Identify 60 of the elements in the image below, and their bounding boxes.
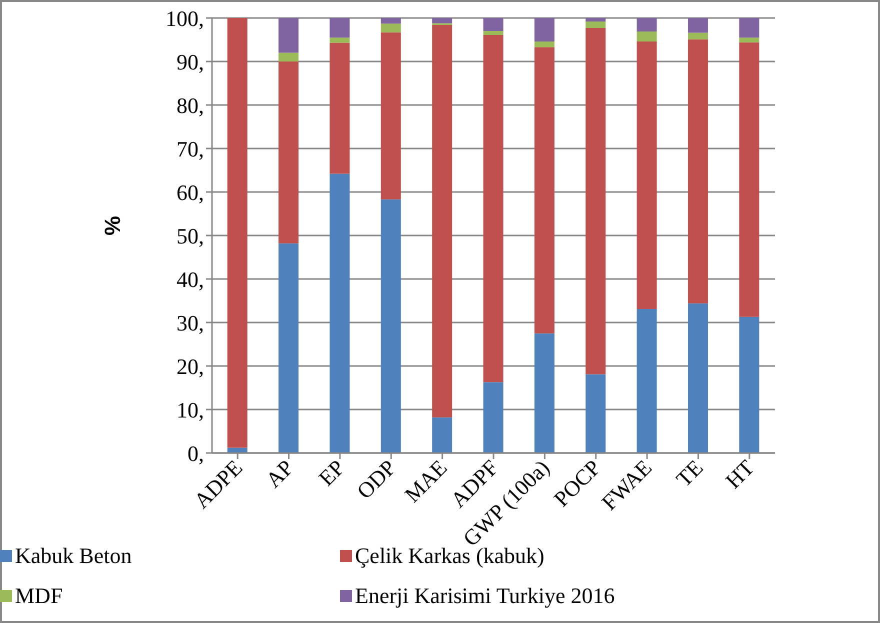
- y-tick-label: 40,: [176, 266, 204, 292]
- bar: [278, 62, 299, 244]
- bar: [380, 32, 401, 200]
- bar: [636, 18, 657, 32]
- bar: [483, 34, 504, 382]
- y-tick-label: 100,: [166, 6, 204, 31]
- y-tick-label: 70,: [176, 136, 204, 162]
- legend-label: MDF: [15, 583, 63, 609]
- bar: [688, 18, 708, 33]
- x-tick-label: EP: [314, 454, 350, 491]
- y-tick-label: 30,: [176, 310, 204, 336]
- bar: [636, 31, 657, 42]
- bar: [432, 24, 452, 418]
- bar: [278, 243, 299, 453]
- y-tick-label: 90,: [176, 49, 204, 74]
- bar: [636, 309, 657, 453]
- y-tick-label: 80,: [176, 92, 204, 118]
- bar: [432, 417, 452, 453]
- bar: [534, 18, 554, 42]
- bar: [330, 174, 350, 453]
- bar: [380, 24, 401, 32]
- bar: [330, 38, 350, 43]
- bar: [330, 42, 350, 174]
- bar: [688, 303, 708, 453]
- bar: [739, 18, 760, 38]
- bar: [586, 374, 606, 453]
- bar: [278, 18, 299, 53]
- bar: [739, 42, 760, 317]
- bar: [380, 199, 401, 453]
- bar: [278, 52, 299, 62]
- bar: [483, 31, 504, 35]
- x-tick-label: TE: [671, 454, 708, 492]
- x-tick-label: AP: [260, 454, 298, 492]
- y-tick-label: 50,: [176, 223, 204, 248]
- y-tick-label: 60,: [176, 180, 204, 205]
- bar: [380, 18, 401, 24]
- legend-label: Kabuk Beton: [15, 543, 132, 569]
- bar: [483, 18, 504, 32]
- bar: [534, 333, 554, 453]
- bar: [432, 18, 452, 24]
- y-tick-label: 10,: [176, 397, 204, 422]
- y-tick-label: 20,: [176, 354, 204, 379]
- y-axis-title: %: [100, 216, 125, 236]
- bar: [330, 18, 350, 38]
- bar: [586, 21, 606, 28]
- bar: [227, 18, 248, 448]
- bar: [586, 28, 606, 374]
- bar: [739, 38, 760, 42]
- bar: [688, 32, 708, 40]
- legend-label: Enerji Karisimi Turkiye 2016: [355, 583, 615, 609]
- bar: [739, 316, 760, 453]
- bar: [636, 41, 657, 310]
- bar: [586, 18, 606, 22]
- bar: [688, 39, 708, 304]
- x-tick-label: HT: [720, 454, 760, 494]
- bar: [483, 382, 504, 453]
- legend-label: Çelik Karkas (kabuk): [355, 543, 544, 569]
- bar: [534, 47, 554, 334]
- x-tick-label: ODP: [352, 454, 401, 504]
- bar: [534, 41, 554, 48]
